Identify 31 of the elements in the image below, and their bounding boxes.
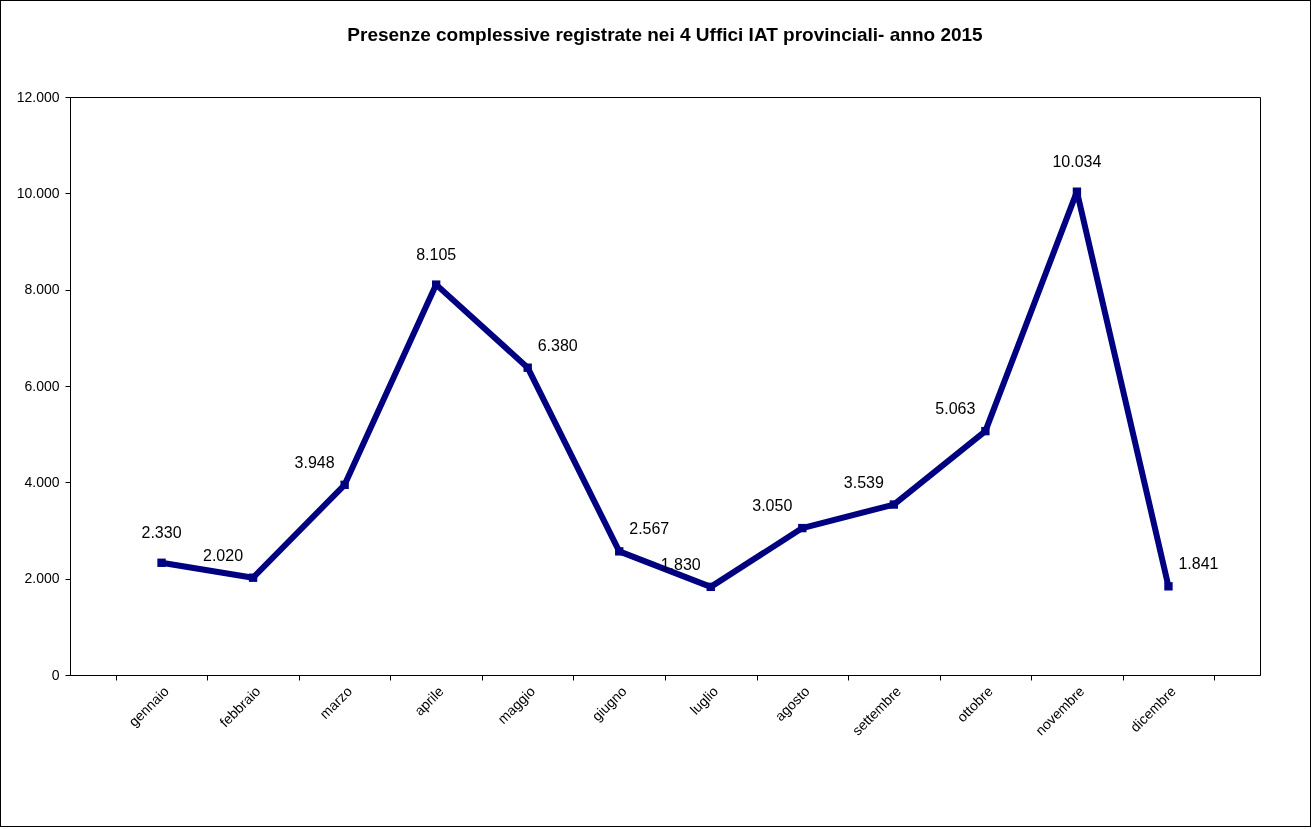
data-label: 3.948 <box>294 453 335 471</box>
point <box>706 582 715 592</box>
point <box>1072 187 1082 196</box>
data-label: 2.567 <box>629 520 670 538</box>
data-label: 3.050 <box>752 497 793 515</box>
y-tick-label: 8.000 <box>24 281 60 298</box>
point <box>1164 582 1173 591</box>
point <box>340 480 349 490</box>
data-label: 6.380 <box>537 336 578 354</box>
point <box>157 558 166 567</box>
y-tick-label: 0 <box>51 666 60 683</box>
point <box>981 426 990 436</box>
data-label: 8.105 <box>416 245 457 263</box>
data-label: 5.063 <box>935 400 976 418</box>
point <box>615 547 624 556</box>
data-label: 1.841 <box>1178 555 1219 573</box>
point <box>248 573 258 582</box>
y-tick-label: 2.000 <box>24 570 60 587</box>
point <box>889 500 899 509</box>
y-tick-label: 6.000 <box>24 377 60 394</box>
y-tick-label: 10.000 <box>16 184 60 201</box>
point <box>523 363 532 372</box>
data-label: 3.539 <box>843 473 884 491</box>
y-tick-label: 4.000 <box>24 473 60 490</box>
data-label: 10.034 <box>1052 152 1102 170</box>
data-label: 1.830 <box>660 555 701 573</box>
data-label: 2.330 <box>141 523 182 541</box>
y-tick-label: 12.000 <box>16 88 60 105</box>
data-label: 2.020 <box>203 546 244 564</box>
point <box>798 523 807 533</box>
chart-title: Presenze complessive registrate nei 4 Uffici IAT provinciali- anno 2015 <box>347 24 984 45</box>
